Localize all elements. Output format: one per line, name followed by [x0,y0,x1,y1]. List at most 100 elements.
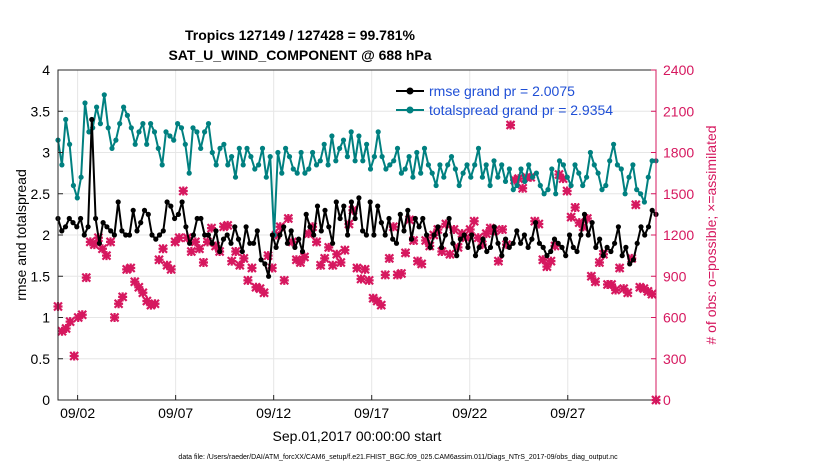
totalspread-point [94,104,100,110]
totalspread-point [321,141,327,147]
totalspread-point [464,162,470,168]
rmse-point [341,203,347,209]
obs-point [352,263,362,273]
right-y-tick-label: 600 [663,310,687,326]
obs-point [360,264,370,275]
rmse-point [367,199,373,205]
x-axis: 09/02 09/07 09/12 09/17 09/22 09/27 [60,395,585,421]
rmse-point [303,211,309,217]
rmse-point [574,248,580,255]
obs-point [501,239,512,250]
obs-point [558,173,568,184]
rmse-point [266,273,272,279]
rmse-point [66,215,72,222]
x-tick-label: 09/02 [60,405,95,421]
rmse-point [510,240,516,246]
rmse-point [130,207,136,213]
obs-point [315,260,326,271]
rmse-point [491,224,497,230]
rmse-point [600,253,606,259]
rmse-point [503,236,509,242]
totalspread-point [217,145,223,151]
totalspread-point [379,154,385,160]
chart-title-line2: SAT_U_WIND_COMPONENT @ 688 hPa [168,47,431,63]
totalspread-point [136,129,142,135]
rmse-point [518,240,524,246]
totalspread-point [348,129,354,135]
obs-point [226,256,237,266]
obs-point [202,237,213,247]
obs-point [198,257,209,268]
rmse-point [160,228,166,234]
rmse-point [454,253,460,259]
totalspread-point [556,158,563,164]
rmse-point [194,215,200,222]
rmse-point [111,232,117,238]
left-y-tick-label: 2.5 [31,186,51,202]
rmse-point [220,236,227,242]
rmse-point [375,203,381,209]
rmse-point [360,228,366,234]
totalspread-point [352,158,358,164]
totalspread-point [445,162,451,168]
obs-point [125,263,136,273]
rmse-point [277,232,283,238]
obs-series [53,120,661,405]
totalspread-point [290,166,296,172]
totalspread-series [55,92,659,238]
rmse-point [615,224,622,230]
rmse-point [593,244,599,250]
rmse-line [57,118,657,278]
totalspread-point [398,170,404,176]
right-y-axis-label: # of obs: o=possible; ×=assimilated [703,125,719,344]
obs-point [231,246,241,257]
obs-point [392,270,403,280]
grid-lines [58,70,656,400]
right-y-tick-label: 0 [663,392,671,408]
obs-point [109,312,120,323]
rmse-point [235,236,242,242]
totalspread-point [97,121,103,127]
rmse-point [645,224,652,230]
totalspread-point [391,158,397,164]
totalspread-point [236,145,242,151]
rmse-point [348,199,354,205]
rmse-point [604,244,610,250]
obs-point [332,249,342,260]
totalspread-point [437,162,443,168]
obs-point [497,224,508,235]
totalspread-point [448,154,455,160]
rmse-point [115,199,121,205]
obs-point [481,228,492,239]
obs-point [554,169,564,180]
totalspread-point [549,166,555,172]
totalspread-point [313,162,320,168]
obs-point [170,237,180,247]
obs-point [542,261,552,272]
x-tick-label: 09/07 [158,405,193,421]
obs-point [259,287,269,298]
totalspread-point [526,162,532,168]
totalspread-point [244,145,250,151]
rmse-point [424,232,430,238]
obs-point [473,232,483,243]
rmse-point [239,248,245,255]
totalspread-point [128,125,134,131]
obs-point [574,217,585,228]
x-tick-label: 09/17 [354,405,389,421]
totalspread-point [202,129,208,135]
totalspread-point [248,154,254,160]
totalspread-point [383,166,389,172]
totalspread-point [522,178,528,184]
rmse-point [356,195,362,201]
rmse-point [345,232,351,238]
totalspread-point [256,162,262,168]
obs-point [81,272,92,283]
rmse-point [412,215,418,222]
totalspread-point [402,166,408,172]
obs-point [323,242,334,253]
rmse-point [141,207,148,213]
rmse-point [495,240,501,246]
rmse-point [326,224,332,230]
rmse-point [540,244,546,250]
